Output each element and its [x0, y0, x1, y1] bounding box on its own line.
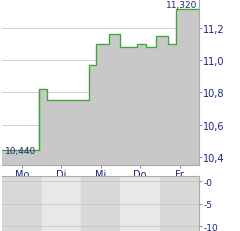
Bar	[160, 177, 199, 231]
Bar	[2, 177, 42, 231]
Text: 10,440: 10,440	[5, 146, 36, 155]
Text: 11,320: 11,320	[166, 1, 197, 10]
Bar	[81, 177, 120, 231]
Bar	[42, 177, 81, 231]
Bar	[120, 177, 160, 231]
Polygon shape	[2, 10, 199, 165]
